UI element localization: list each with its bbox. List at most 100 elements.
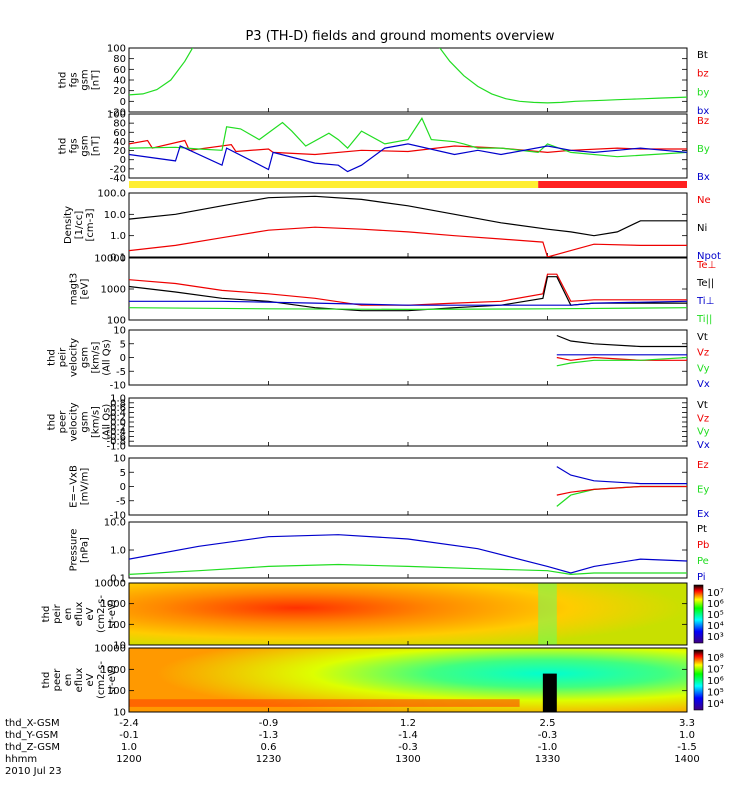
y-axis-label-line: gsm [80,69,91,90]
y-axis-label-line: thd [41,672,52,689]
y-tick-label: 0 [120,155,126,166]
axis-row-value: -1.3 [259,730,279,741]
y-axis-label-line: peer [52,668,63,692]
y-axis-label-line: [1/cc] [74,211,85,240]
legend-Bx: Bx [697,172,710,183]
y-axis-label-line: thd [41,606,52,623]
y-tick-label: -0.8 [106,437,126,448]
y-tick-label: 40 [113,76,126,87]
panel-3: 100.0 10.0 1.0 0.1 Density [1/cc] [cm-3] Ne Ni Np… [63,189,721,264]
y-axis-label-line: velocity [69,338,80,377]
legend-By: By [697,144,710,155]
y-axis-label-line: [nPa] [80,537,91,563]
colorbar-tick-label: 10⁵ [707,688,724,699]
axis-row-value: -2.4 [119,718,139,729]
y-tick-label: 0.1 [110,574,126,585]
y-tick-label: 100.0 [97,189,126,200]
y-tick-label: -5 [116,496,126,507]
y-axis-label-line: [cm-3] [85,208,96,241]
y-tick-label: 100 [107,316,126,327]
legend-Vz: Vz [697,413,709,424]
legend-Pb: Pb [697,540,709,551]
series-line-Vy [556,356,687,367]
y-axis-label-line: sr-eV) [107,599,118,628]
panel-frame [128,113,688,179]
y-tick-label: 1000 [101,599,126,610]
series-line-Ti|| [129,307,687,310]
y-tick-label: -20 [110,108,126,119]
y-axis-label-line: gsm [80,347,91,368]
axis-row-value: 1.0 [679,730,695,741]
y-axis-label-line: [eV] [80,279,91,300]
colorbar-tick-label: 10⁵ [707,610,724,621]
y-axis-label-line: thd [58,138,69,155]
y-axis-label-line: magt3 [69,273,80,306]
y-axis-label-line: eflux [74,602,85,627]
y-tick-label: 80 [113,119,126,130]
colorbar-tick-label: 10⁴ [707,621,724,632]
y-tick-label: -10 [110,511,126,522]
axis-row-value: 1330 [535,754,560,765]
y-axis-label-line: eflux [74,668,85,693]
y-axis-label-line: Pressure [69,529,80,572]
y-tick-label: 40 [113,137,126,148]
legend-Vy: Vy [697,427,710,438]
series-line-Pe [129,563,687,576]
y-axis-label-line: [km/s] [91,341,102,373]
y-axis-label-line: thd [58,72,69,89]
y-tick-label: 10.0 [104,518,126,529]
y-tick-label: 20 [113,146,126,157]
y-tick-label: 0.1 [110,253,126,264]
legend-Te⊥: Te⊥ [696,260,716,271]
y-tick-label: 10 [113,454,126,465]
series-line-Ex [556,466,687,485]
y-tick-label: 0.6 [110,403,126,414]
axis-row-value: 3.3 [679,718,695,729]
y-tick-label: 60 [113,65,126,76]
panel-8: 10.0 1.0 0.1 Pressure [nPa] Pt Pb Pe Pi [69,518,710,585]
series-line-Bx [129,143,687,173]
y-tick-label: 10 [113,708,126,719]
axis-row-value: 2.5 [540,718,556,729]
y-tick-label: 1000 [101,285,126,296]
colorbar-tick-label: 10⁷ [707,588,724,599]
legend-Ex: Ex [697,509,709,520]
legend-Vy: Vy [697,363,710,374]
y-axis-label-line: Density [63,206,74,244]
y-tick-label: 0 [120,97,126,108]
y-tick-label: -40 [110,174,126,185]
colorbar-tick-label: 10⁶ [707,599,724,610]
legend-Vz: Vz [697,348,709,359]
y-axis-label-line: peer [58,410,69,434]
y-tick-label: 0.8 [110,398,126,409]
legend-Ti||: Ti|| [696,314,712,325]
colorbar [693,649,704,711]
series-line-by [129,48,687,104]
legend-Pi: Pi [697,572,706,583]
axis-row-label: hhmm [5,754,37,765]
y-tick-label: 5 [120,339,126,350]
y-axis-label-line: (cm2-s- [96,661,107,699]
axis-row-value: 1300 [395,754,420,765]
legend-Vx: Vx [697,440,710,451]
y-tick-label: -0.4 [106,427,126,438]
colorbar-tick-label: 10⁸ [707,653,724,664]
y-axis-label-line: sr-eV) [107,665,118,694]
series-line-Bz [129,139,687,156]
mode-bar-segment-2 [538,181,687,188]
legend-Vt: Vt [697,400,708,411]
y-tick-label: 1.0 [110,394,126,405]
y-axis-label-line: peir [58,347,69,367]
mode-bar-segment-1 [129,181,539,188]
series-line-Pi [129,534,687,574]
legend-bx: bx [697,106,709,117]
y-axis-label-line: [mV/m] [80,468,91,506]
y-axis-label-line: fgs [69,138,80,153]
axis-row-value: -1.4 [398,730,418,741]
y-tick-label: 0.4 [110,408,126,419]
legend-Bz: Bz [697,116,709,127]
axis-row-value: -0.1 [119,730,139,741]
